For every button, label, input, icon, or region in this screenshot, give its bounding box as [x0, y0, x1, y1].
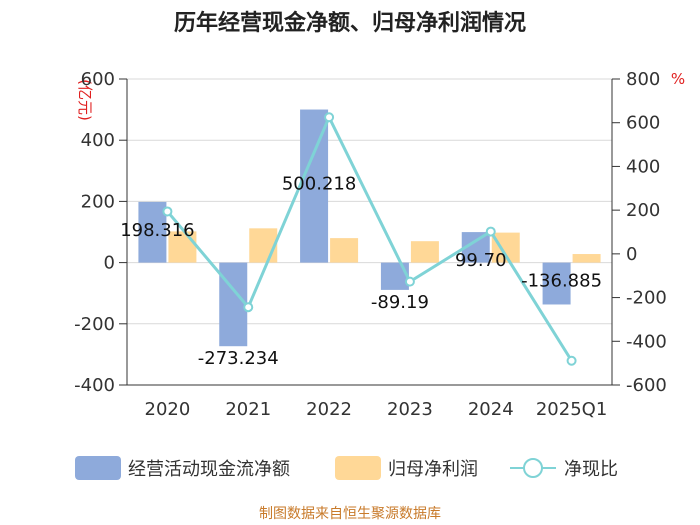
left-axis-tick-label: -200	[74, 314, 115, 335]
axes-layer	[119, 78, 620, 386]
bar-cashflow	[219, 262, 248, 347]
right-axis-tick-label: -400	[626, 331, 667, 352]
bar-net-profit	[330, 238, 359, 263]
gridlines	[127, 78, 612, 386]
right-axis-tick-label: 400	[626, 156, 660, 177]
ratio-point	[404, 276, 415, 287]
x-axis-tick-label: 2023	[387, 399, 433, 420]
left-axis-tick-label: 600	[81, 69, 115, 90]
data-label-cashflow: -136.885	[521, 270, 602, 291]
ratio-line	[166, 113, 573, 362]
legend: 经营活动现金流净额 归母净利润 净现比	[75, 456, 618, 480]
bar-net-profit	[168, 231, 197, 263]
bar-net-profit	[249, 228, 278, 263]
data-label-cashflow: -89.19	[371, 292, 429, 313]
left-axis-tick-label: 400	[81, 130, 115, 151]
data-label-cashflow: 500.218	[282, 174, 356, 195]
right-axis-tick-label: 800	[626, 69, 660, 90]
data-label-cashflow: 99.70	[455, 250, 507, 271]
x-axis-tick-label: 2022	[306, 399, 352, 420]
bar-net-profit	[572, 254, 601, 263]
bar-cashflow	[380, 262, 409, 290]
right-axis-tick-label: 200	[626, 200, 660, 221]
legend-label-net-profit: 归母净利润	[388, 459, 478, 480]
bar-cashflow	[542, 262, 571, 305]
bar-net-profit	[410, 241, 439, 263]
bar-cashflow	[300, 109, 329, 263]
legend-marker-ratio	[523, 458, 543, 478]
legend-label-ratio: 净现比	[564, 459, 618, 480]
x-axis-tick-label: 2020	[145, 399, 191, 420]
bars-layer	[138, 109, 601, 347]
source-note: 制图数据来自恒生聚源数据库	[259, 506, 441, 522]
x-axis-tick-label: 2021	[225, 399, 271, 420]
ratio-point	[324, 112, 335, 123]
left-axis-unit: (亿元)	[76, 79, 94, 121]
right-axis-tick-label: -200	[626, 288, 667, 309]
x-axis-tick-label: 2024	[468, 399, 514, 420]
legend-swatch-net-profit	[335, 456, 381, 480]
left-axis-tick-label: 0	[104, 253, 115, 274]
left-axis-tick-label: -400	[74, 375, 115, 396]
data-labels-layer: 600 400 200 0 -200 -400 800 600 400 200 0 -200 -400 -…	[74, 69, 667, 420]
x-axis-tick-label: 2025Q1	[536, 399, 607, 420]
data-label-cashflow: -273.234	[198, 348, 279, 369]
ratio-point	[162, 206, 173, 217]
data-label-cashflow: 198.316	[120, 220, 194, 241]
legend-label-cashflow: 经营活动现金流净额	[128, 459, 290, 480]
ratio-line-layer	[162, 112, 577, 366]
right-axis-tick-label: 0	[626, 244, 637, 265]
ratio-point	[566, 355, 577, 366]
legend-swatch-cashflow	[75, 456, 121, 480]
left-axis-tick-label: 200	[81, 191, 115, 212]
chart-title: 历年经营现金净额、归母净利润情况	[174, 10, 526, 36]
bar-cashflow	[138, 201, 167, 263]
right-axis-tick-label: 600	[626, 113, 660, 134]
right-axis-tick-label: -600	[626, 375, 667, 396]
ratio-point	[243, 302, 254, 313]
ratio-point	[485, 226, 496, 237]
right-axis-unit: %	[671, 70, 685, 88]
